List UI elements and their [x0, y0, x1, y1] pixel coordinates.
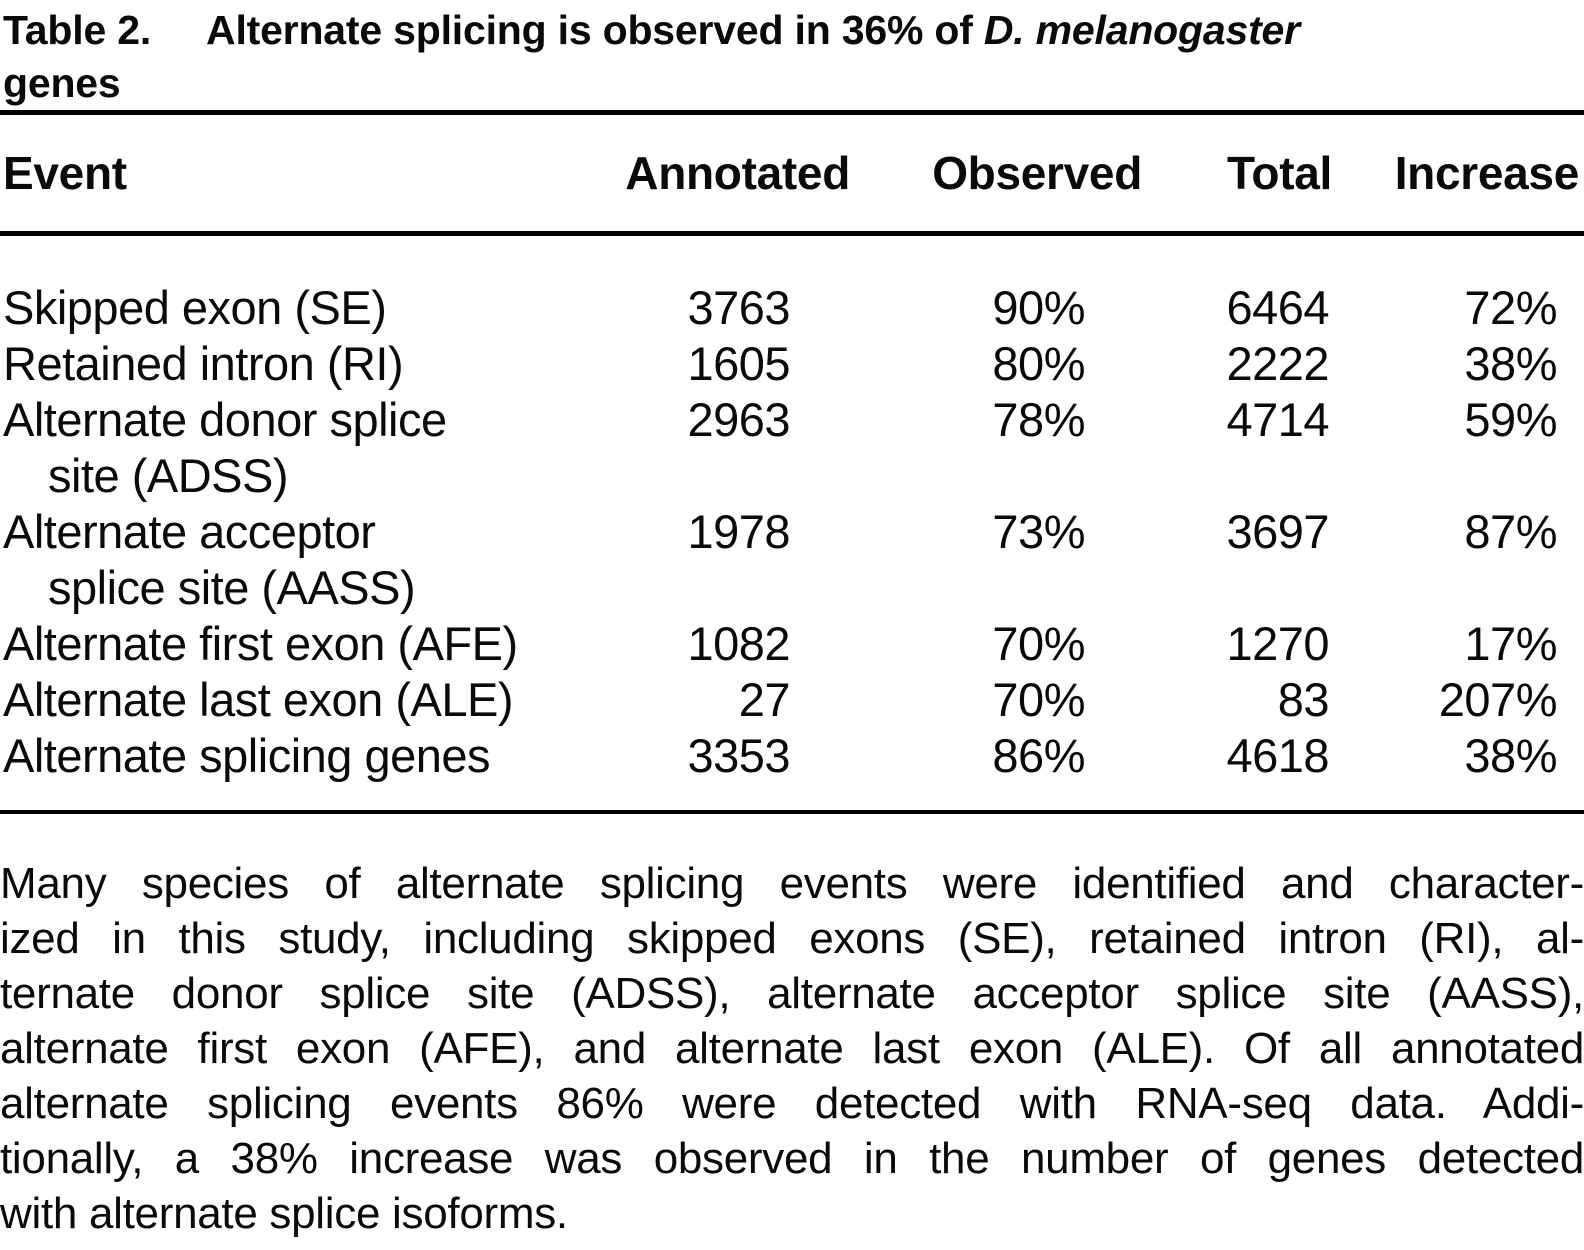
- footnote-line: alternate splicing events 86% were detec…: [0, 1079, 1584, 1128]
- table-title-text: Alternate splicing is observed in 36% of: [206, 7, 973, 53]
- annotated-cell: 2963: [687, 393, 790, 446]
- event-cell: Skipped exon (SE): [3, 281, 387, 334]
- annotated-cell: 1978: [687, 505, 790, 558]
- increase-cell: 38%: [1464, 337, 1557, 390]
- total-cell: 4618: [1226, 729, 1329, 782]
- total-cell: 2222: [1226, 337, 1329, 390]
- total-cell: 3697: [1226, 505, 1329, 558]
- table-title-line2: genes: [3, 60, 121, 106]
- species-name-italic: D. melanogaster: [983, 7, 1300, 53]
- observed-cell: 70%: [992, 673, 1085, 726]
- header-total: Total: [1170, 112, 1350, 236]
- observed-cell: 73%: [992, 505, 1085, 558]
- annotated-cell: 3353: [687, 729, 790, 782]
- observed-cell: 80%: [992, 337, 1085, 390]
- footnote-line: Many species of alternate splicing event…: [0, 859, 1584, 908]
- header-increase: Increase: [1350, 112, 1584, 236]
- observed-cell: 90%: [992, 281, 1085, 334]
- observed-cell: 78%: [992, 393, 1085, 446]
- header-event: Event: [0, 112, 570, 236]
- increase-cell: 207%: [1438, 673, 1558, 726]
- event-cell: Alternate acceptor splice site (AASS): [3, 505, 416, 614]
- total-cell: 1270: [1226, 617, 1329, 670]
- total-cell: 4714: [1226, 393, 1329, 446]
- increase-cell: 17%: [1464, 617, 1557, 670]
- table-header-row: Event Annotated Observed Total Increase: [0, 112, 1584, 236]
- event-cell: Alternate splicing genes: [3, 729, 491, 782]
- footnote-line: tionally, a 38% increase was observed in…: [0, 1134, 1584, 1183]
- footnote-line: ized in this study, including skipped ex…: [0, 914, 1584, 963]
- event-cell: Alternate first exon (AFE): [3, 617, 518, 670]
- table-row-alt-acceptor-splice-site: Alternate acceptor splice site (AASS) 19…: [0, 504, 1584, 616]
- table-row-alt-donor-splice-site: Alternate donor splice site (ADSS) 2963 …: [0, 392, 1584, 504]
- event-cell: Alternate last exon (ALE): [3, 673, 514, 726]
- observed-cell: 86%: [992, 729, 1085, 782]
- footnote-line: ternate donor splice site (ADSS), altern…: [0, 969, 1584, 1018]
- table-row-skipped-exon: Skipped exon (SE) 3763 90% 6464 72%: [0, 234, 1584, 337]
- table-footnote: Many species of alternate splicing event…: [0, 856, 1584, 1241]
- table-row-retained-intron: Retained intron (RI) 1605 80% 2222 38%: [0, 336, 1584, 392]
- header-annotated: Annotated: [570, 112, 886, 236]
- observed-cell: 70%: [992, 617, 1085, 670]
- data-table: Event Annotated Observed Total Increase …: [0, 110, 1584, 814]
- annotated-cell: 1082: [687, 617, 790, 670]
- header-observed: Observed: [886, 112, 1170, 236]
- footnote-line: alternate first exon (AFE), and alternat…: [0, 1024, 1584, 1073]
- table-row-alt-last-exon: Alternate last exon (ALE) 27 70% 83 207%: [0, 672, 1584, 728]
- event-cell: Alternate donor splice site (ADSS): [3, 393, 447, 502]
- table-row-alt-first-exon: Alternate first exon (AFE) 1082 70% 1270…: [0, 616, 1584, 672]
- increase-cell: 87%: [1464, 505, 1557, 558]
- table-row-alt-splicing-genes: Alternate splicing genes 3353 86% 4618 3…: [0, 728, 1584, 812]
- increase-cell: 59%: [1464, 393, 1557, 446]
- increase-cell: 72%: [1464, 281, 1557, 334]
- table-number-label: Table 2.: [3, 7, 152, 53]
- table-title: Table 2. Alternate splicing is observed i…: [0, 0, 1584, 110]
- event-cell: Retained intron (RI): [3, 337, 404, 390]
- annotated-cell: 3763: [687, 281, 790, 334]
- total-cell: 83: [1277, 673, 1330, 726]
- increase-cell: 38%: [1464, 729, 1557, 782]
- total-cell: 6464: [1226, 281, 1329, 334]
- annotated-cell: 27: [738, 673, 791, 726]
- annotated-cell: 1605: [687, 337, 790, 390]
- footnote-line: with alternate splice isoforms.: [0, 1189, 568, 1238]
